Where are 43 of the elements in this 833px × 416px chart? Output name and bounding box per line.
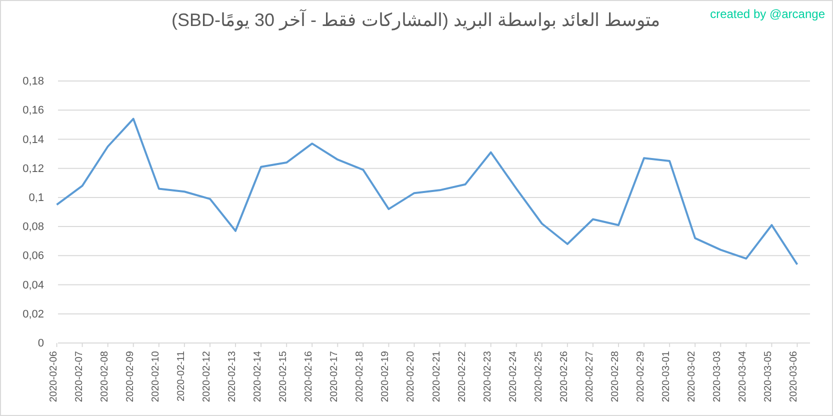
y-tick-label: 0,06 [22,250,44,262]
x-tick-label: 2020-02-14 [252,350,264,402]
x-tick-label: 2020-02-09 [124,350,136,402]
x-tick-label: 2020-02-17 [329,350,340,402]
x-tick-label: 2020-02-25 [533,350,544,402]
x-tick-label: 2020-03-01 [661,350,672,402]
x-tick-label: 2020-02-13 [227,350,238,402]
y-tick-label: 0,12 [22,162,44,175]
x-tick-label: 2020-02-20 [406,350,417,402]
x-tick-label: 2020-02-23 [482,350,494,402]
x-tick-label: 2020-02-19 [380,350,392,402]
y-tick-label: 0,18 [22,76,44,88]
text: created by @arcange [710,7,826,21]
x-tick-label: 2020-02-06 [48,350,60,402]
x-tick-label: 2020-02-11 [176,350,187,402]
x-tick-label: 2020-03-06 [788,350,800,402]
y-tick-label: 0,08 [22,221,44,234]
y-tick-label: 0,04 [22,279,44,292]
x-tick-label: 2020-02-21 [431,350,442,402]
y-tick-label: 0,02 [22,308,44,320]
x-tick-label: 2020-02-08 [99,350,110,402]
y-tick-label: 0,14 [22,134,44,146]
x-tick-label: 2020-02-15 [278,350,290,402]
x-tick-label: 2020-03-04 [738,350,749,402]
x-tick-label: 2020-02-22 [456,350,468,402]
y-tick-label: 0,16 [22,104,44,117]
x-tick-label: 2020-02-07 [74,350,85,402]
y-tick-label: 0,1 [28,192,44,204]
x-tick-label: 2020-03-05 [763,350,774,402]
x-tick-label: 2020-03-02 [686,350,698,402]
x-tick-label: 2020-02-12 [201,350,212,402]
x-tick-label: 2020-02-29 [636,350,647,402]
y-tick-label: 0 [38,338,44,350]
x-tick-label: 2020-02-24 [508,350,519,402]
x-tick-label: 2020-02-26 [558,350,570,402]
x-tick-label: 2020-02-18 [354,350,366,402]
x-tick-label: 2020-03-03 [712,350,724,402]
x-tick-label: 2020-02-28 [610,350,621,402]
x-tick-label: 2020-02-27 [584,350,596,402]
chart-title: متوسط العائد بواسطة البريد (المشاركات فقط - آخر 30 يومًا-SBD) [171,9,661,31]
x-tick-label: 2020-02-10 [150,350,162,402]
x-tick-label: 2020-02-16 [304,350,315,402]
line-series [56,118,798,266]
